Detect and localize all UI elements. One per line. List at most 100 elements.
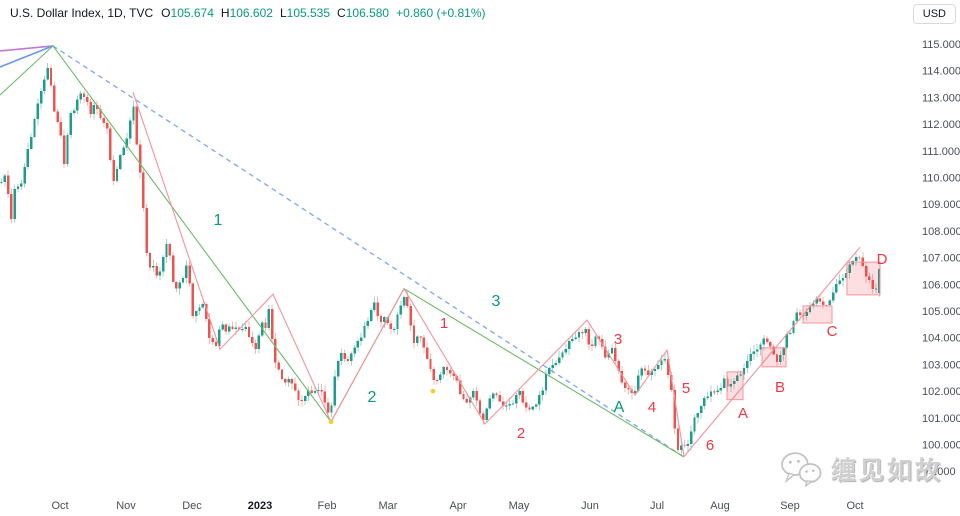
candle-wick (215, 336, 217, 347)
candle-body (620, 370, 624, 383)
price-tick-label: 114.000 (922, 66, 960, 78)
candle-body (571, 338, 574, 341)
price-tick-label: 105.000 (922, 306, 960, 318)
candle-body (818, 298, 822, 302)
candle-body (848, 264, 851, 273)
wave-label-2[interactable]: 2 (368, 389, 377, 406)
candle-body (709, 391, 713, 397)
candle-body (723, 378, 726, 389)
candle-body (33, 119, 36, 137)
zone-box-C[interactable] (802, 305, 833, 324)
candle-body (158, 271, 162, 276)
price-tick-label: 99.000 (922, 466, 956, 478)
currency-scale-button[interactable]: USD (912, 4, 956, 24)
candle-body (346, 358, 350, 362)
candle-body (680, 445, 683, 451)
fan-line-blue[interactable] (0, 45, 54, 68)
candle-body (439, 374, 442, 381)
candle-body (696, 413, 699, 418)
candle-body (422, 337, 426, 348)
price-tick-label: 108.000 (922, 226, 960, 238)
ohlc-pair: L105.535 (279, 6, 331, 20)
time-axis[interactable]: Oct Nov Dec 2023 Feb Mar Apr May Jun Jul Aug Sep Oct (51, 500, 863, 512)
candle-body (488, 398, 492, 409)
candle-body (591, 344, 594, 347)
wave-label-5[interactable]: 5 (682, 380, 690, 397)
candle-body (521, 391, 525, 403)
candle-body (267, 309, 270, 329)
candle-body (752, 351, 756, 354)
pivot-markers (328, 388, 436, 425)
candle-body (350, 353, 353, 362)
candle-body (831, 292, 835, 301)
candle-body (878, 268, 881, 293)
candle-body (96, 105, 99, 110)
price-tick-label: 107.000 (922, 253, 960, 265)
candle-body (538, 394, 541, 405)
candle-body (416, 336, 419, 344)
zone-box-B[interactable] (761, 347, 787, 368)
candle-body (749, 353, 752, 361)
candle-body (23, 166, 26, 184)
time-tick-label: Mar (379, 500, 398, 512)
fan-line-purple[interactable] (0, 45, 54, 52)
zone-box-drawings[interactable] (726, 261, 881, 401)
candle-body (798, 312, 802, 316)
candle-body (297, 390, 300, 400)
price-tick-label: 111.000 (922, 146, 960, 158)
price-axis[interactable]: 115.000 114.000 113.000 112.000 111.000 110.0… (922, 39, 960, 478)
candle-body (495, 393, 498, 395)
wave-label-A[interactable]: A (614, 399, 625, 416)
candle-body (706, 396, 709, 398)
candle-body (119, 155, 122, 169)
pink-wave-zigzag[interactable] (132, 92, 861, 458)
candle-body (505, 405, 508, 407)
wave-label-3[interactable]: 3 (492, 293, 501, 310)
candle-wick (420, 335, 422, 343)
candle-body (445, 367, 449, 370)
candle-body (594, 336, 597, 347)
candle-body (449, 369, 452, 374)
candle-body (653, 369, 657, 372)
time-tick-label: Dec (182, 500, 202, 512)
candle-body (280, 369, 284, 380)
wave-labels[interactable]: 1 2 3 A 1 2 3 4 5 6 A B C D (214, 212, 888, 454)
candle-body (544, 374, 548, 391)
wave-label-A[interactable]: A (738, 405, 748, 422)
candle-body (657, 365, 660, 370)
wave-label-D[interactable]: D (877, 251, 888, 268)
candle-body (650, 371, 653, 376)
candle-body (482, 413, 485, 421)
wave-label-4[interactable]: 4 (648, 399, 656, 416)
wave-label-C[interactable]: C (827, 323, 838, 340)
candle-body (360, 337, 363, 341)
candle-body (152, 265, 155, 268)
candle-wick (859, 255, 860, 261)
candle-body (805, 312, 808, 317)
zone-box-A[interactable] (726, 371, 744, 401)
wave-label-1[interactable]: 1 (440, 315, 448, 332)
zone-box-D[interactable] (846, 261, 881, 296)
candle-body (587, 328, 591, 345)
candle-body (396, 314, 399, 330)
symbol-header: U.S. Dollar Index, 1D, TVC O105.674 H106.… (10, 6, 486, 20)
time-tick-label: Apr (449, 500, 466, 512)
candle-body (373, 302, 376, 310)
candle-body (76, 99, 79, 111)
candle-body (211, 338, 214, 343)
candle-body (729, 383, 732, 387)
wave-label-2[interactable]: 2 (517, 425, 525, 442)
wave-label-B[interactable]: B (775, 379, 785, 396)
wave-label-6[interactable]: 6 (706, 437, 714, 454)
wave-label-1[interactable]: 1 (214, 212, 223, 229)
candle-body (294, 383, 297, 391)
candle-body (782, 347, 785, 356)
wave-label-3[interactable]: 3 (614, 331, 622, 348)
symbol-title[interactable]: U.S. Dollar Index, 1D, TVC (10, 6, 154, 20)
candle-body (868, 276, 871, 281)
candle-body (369, 309, 373, 322)
candle-body (785, 333, 789, 348)
candle-body (779, 355, 782, 362)
green-wave-zigzag[interactable] (0, 45, 685, 458)
